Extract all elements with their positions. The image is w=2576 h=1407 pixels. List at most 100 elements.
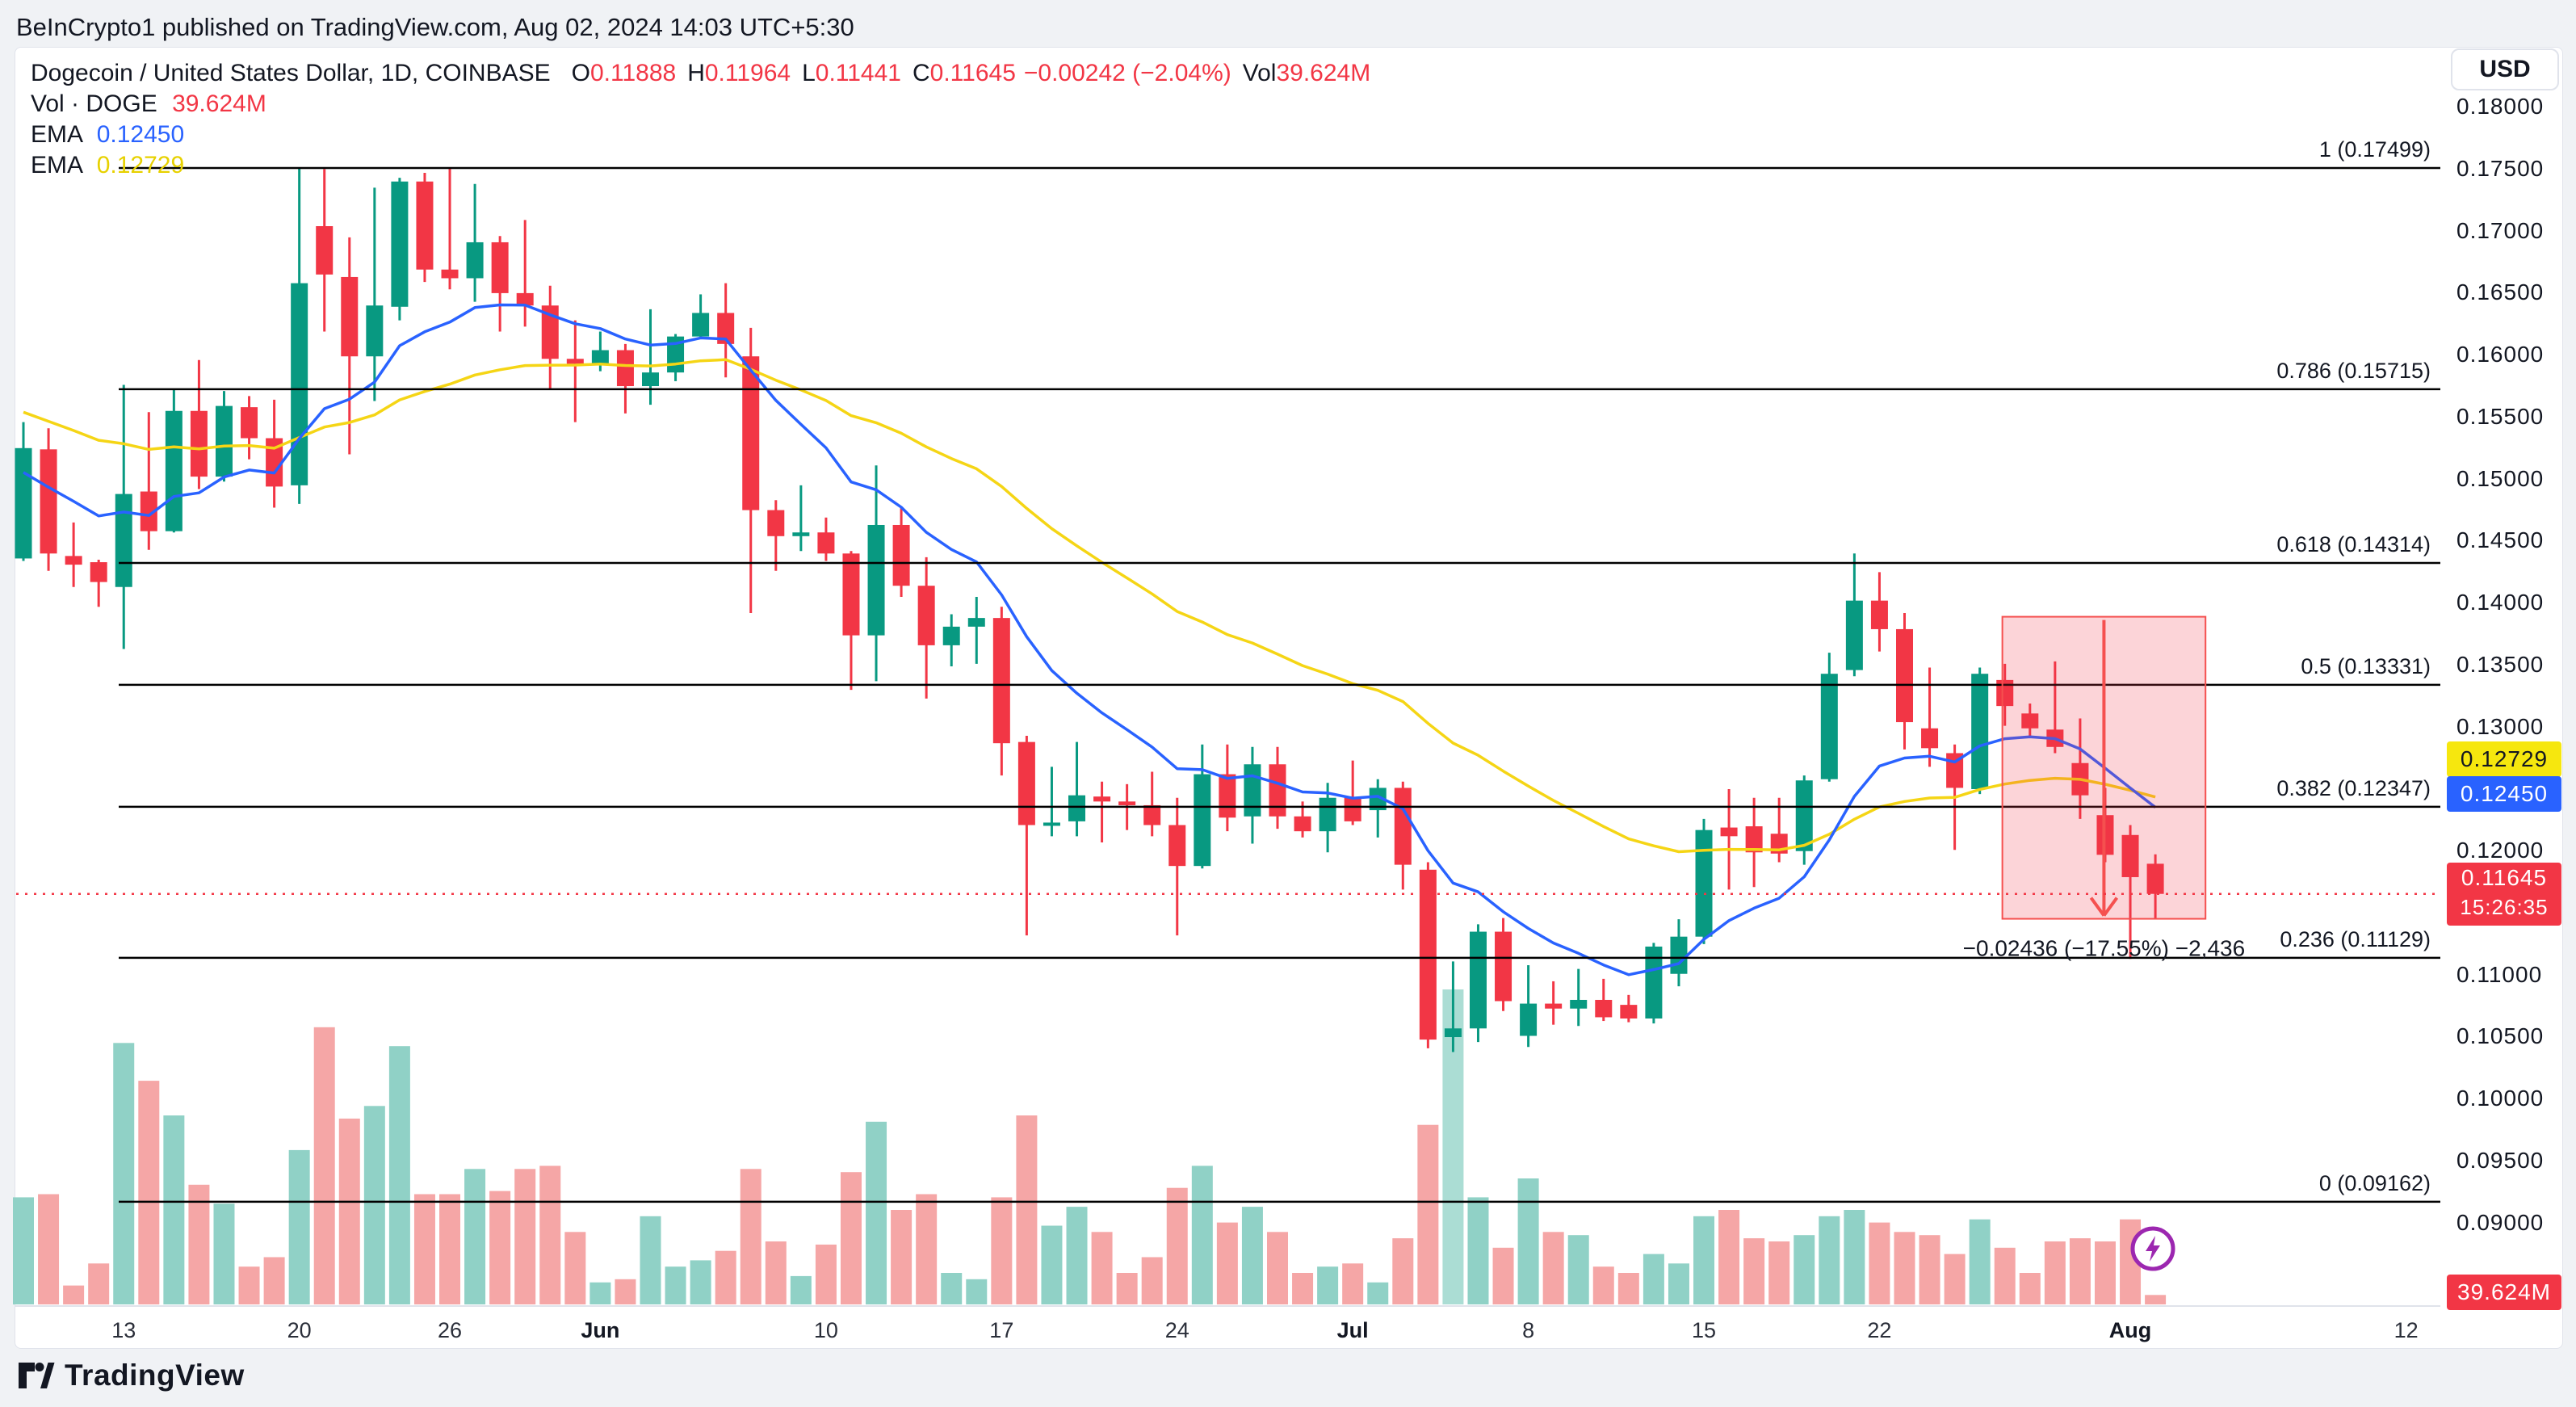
volume-bar	[1066, 1207, 1088, 1304]
time-tick-24: 24	[1164, 1318, 1189, 1342]
volume-bar	[188, 1184, 210, 1304]
blue-price-tag: 0.12450	[2447, 776, 2561, 813]
candle-body	[466, 242, 484, 279]
volume-row-label: Vol · DOGE	[31, 90, 157, 117]
vol-price-tag: 39.624M	[2447, 1275, 2561, 1310]
volume-bar	[1116, 1273, 1138, 1304]
symbol-row[interactable]: Dogecoin / United States Dollar, 1D, COI…	[31, 58, 1370, 89]
volume-bar	[966, 1279, 988, 1304]
ema-fast-line	[23, 303, 2157, 976]
volume-bar	[539, 1166, 561, 1304]
time-tick-jun: Jun	[581, 1318, 620, 1342]
volume-bar	[866, 1121, 887, 1304]
candle-body	[742, 356, 760, 510]
candle-body	[992, 618, 1010, 744]
candle-body	[266, 438, 283, 487]
candle-body	[1896, 628, 1913, 723]
fib-retracement: 1 (0.17499) 0.786 (0.15715) 0.618 (0.14314…	[119, 137, 2440, 1203]
volume-bar	[1944, 1254, 1966, 1304]
yellow-price-tag: 0.12729	[2447, 741, 2561, 778]
candle-body	[15, 447, 32, 559]
volume-bar	[1819, 1216, 1840, 1304]
vol-key: Vol	[1242, 60, 1277, 86]
time-tick-jul: Jul	[1336, 1318, 1369, 1342]
volume-bar	[941, 1273, 963, 1304]
ema-slow-row[interactable]: EMA 0.12729	[31, 150, 1370, 181]
candle-body	[1695, 830, 1713, 937]
volume-bar	[238, 1266, 260, 1304]
volume-bar	[439, 1194, 461, 1304]
symbol-title[interactable]: Dogecoin / United States Dollar, 1D, COI…	[31, 60, 551, 86]
close-value: 0.11645	[929, 60, 1016, 86]
volume-bar	[464, 1169, 486, 1304]
volume-bar	[388, 1046, 410, 1304]
candle-body	[1419, 869, 1437, 1040]
high-key: H	[687, 60, 705, 86]
time-tick-aug: Aug	[2108, 1318, 2152, 1342]
candle-body	[1495, 931, 1512, 1002]
price-tick-label: 0.11000	[2456, 961, 2543, 987]
price-tick-label: 0.16000	[2456, 342, 2545, 368]
candle-body	[316, 226, 334, 275]
candle-body	[516, 292, 534, 306]
tradingview-logo-icon	[19, 1363, 55, 1388]
fib-label: 0.236 (0.11129)	[2280, 927, 2431, 951]
price-tick-label: 0.15000	[2456, 465, 2545, 491]
candle-body	[1017, 741, 1035, 825]
fib-label: 0.382 (0.12347)	[2276, 776, 2431, 800]
currency-button[interactable]: USD	[2451, 48, 2559, 90]
flash-publish-icon[interactable]	[2129, 1224, 2177, 1273]
lightning-bolt-icon	[2146, 1236, 2160, 1262]
volume-bar	[514, 1169, 536, 1304]
volume-bar	[740, 1169, 761, 1304]
candle-body	[1244, 764, 1261, 817]
time-tick-26: 26	[437, 1318, 463, 1342]
candle-body	[642, 372, 659, 387]
candle-body	[1168, 825, 1186, 867]
volume-bar	[1969, 1219, 1991, 1304]
candle-body	[616, 350, 634, 387]
candle-body	[1795, 780, 1813, 851]
candlestick-series	[15, 167, 2164, 1052]
candle-body	[241, 407, 258, 439]
volume-bar	[991, 1197, 1013, 1304]
price-tick-label: 0.16500	[2456, 279, 2545, 305]
vol-value: 39.624M	[1276, 60, 1371, 86]
tag-price: 0.11645	[2461, 864, 2548, 890]
volume-bar	[38, 1194, 60, 1304]
tag-countdown: 15:26:35	[2460, 894, 2549, 919]
volume-bar	[640, 1216, 661, 1304]
candle-body	[767, 510, 785, 536]
red-price-tag: 0.11645 15:26:35	[2447, 862, 2561, 926]
volume-row[interactable]: Vol · DOGE 39.624M	[31, 89, 1370, 120]
fib-label: 0 (0.09162)	[2319, 1171, 2431, 1195]
volume-bar	[1467, 1197, 1489, 1304]
snapshot-attribution: BeInCrypto1 published on TradingView.com…	[16, 13, 854, 41]
volume-bar	[1267, 1232, 1288, 1304]
time-tick-13: 13	[111, 1318, 136, 1342]
candle-body	[892, 524, 910, 586]
candle-body	[917, 586, 935, 645]
candle-body	[1570, 999, 1588, 1009]
volume-bar	[1016, 1115, 1038, 1304]
volume-bar	[1091, 1232, 1113, 1304]
ema-slow-value: 0.12729	[96, 152, 185, 178]
candle-body	[1720, 827, 1738, 837]
candle-body	[40, 449, 57, 554]
ema-fast-row[interactable]: EMA 0.12450	[31, 120, 1370, 150]
volume-bar	[1392, 1238, 1414, 1304]
volume-bar	[1342, 1263, 1364, 1304]
time-tick-15: 15	[1691, 1318, 1717, 1342]
volume-bar	[2044, 1241, 2066, 1304]
candle-body	[1143, 804, 1161, 825]
candle-body	[366, 305, 384, 357]
volume-bar	[1216, 1222, 1238, 1304]
candle-body	[1093, 796, 1111, 802]
tradingview-footer[interactable]: TradingView	[18, 1359, 245, 1392]
candle-body	[1595, 999, 1613, 1018]
candle-body	[591, 350, 609, 364]
candle-body	[1670, 936, 1688, 974]
volume-bar	[589, 1282, 611, 1304]
time-tick-8: 8	[1522, 1318, 1535, 1342]
